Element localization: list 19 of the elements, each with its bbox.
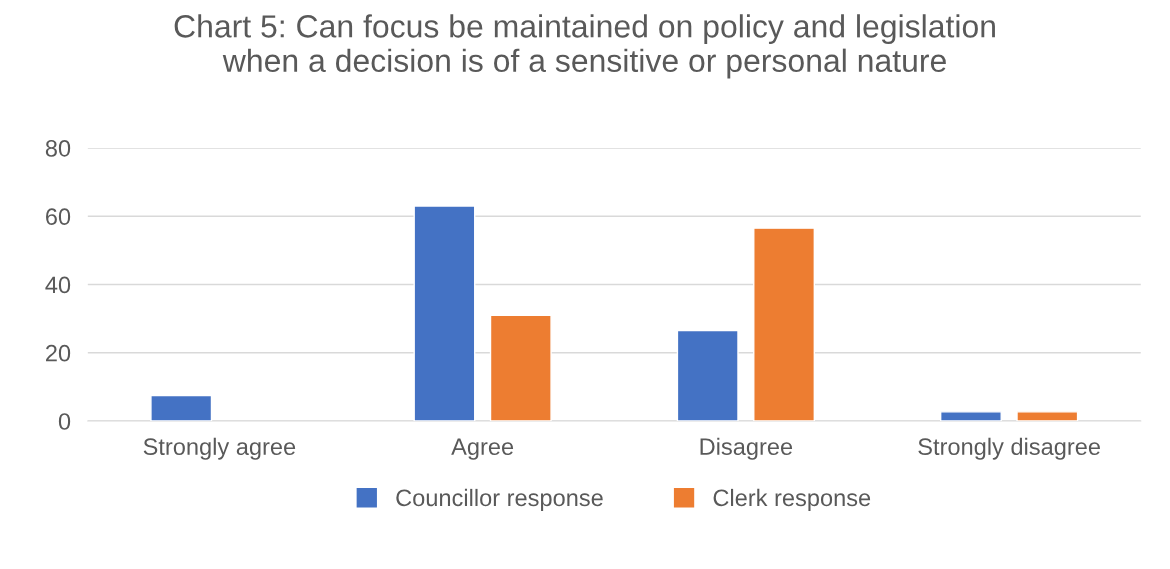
x-tick-label: Agree <box>451 438 514 460</box>
legend-label: Councillor response <box>396 488 603 511</box>
y-tick-label: 40 <box>45 276 71 294</box>
x-tick-label: Disagree <box>700 437 793 460</box>
x-tick-label: Strongly disagree <box>918 437 1100 460</box>
bar <box>753 227 816 422</box>
y-tick-label: 60 <box>46 208 71 226</box>
bar <box>150 394 213 422</box>
bar <box>1016 411 1079 422</box>
legend-label: Clerk response <box>713 488 871 511</box>
chart-title: Chart 5: Can focus be maintained on policy and legislation when a decision is of a sensitive or personal nature <box>174 14 995 79</box>
y-tick-label: 0 <box>58 413 71 430</box>
y-tick-label: 20 <box>46 344 71 362</box>
y-tick-label: 80 <box>45 140 71 157</box>
bar <box>676 329 739 422</box>
bar <box>413 205 476 422</box>
bar <box>939 411 1002 422</box>
x-tick-label: Strongly agree <box>143 437 296 460</box>
bar <box>489 314 552 422</box>
